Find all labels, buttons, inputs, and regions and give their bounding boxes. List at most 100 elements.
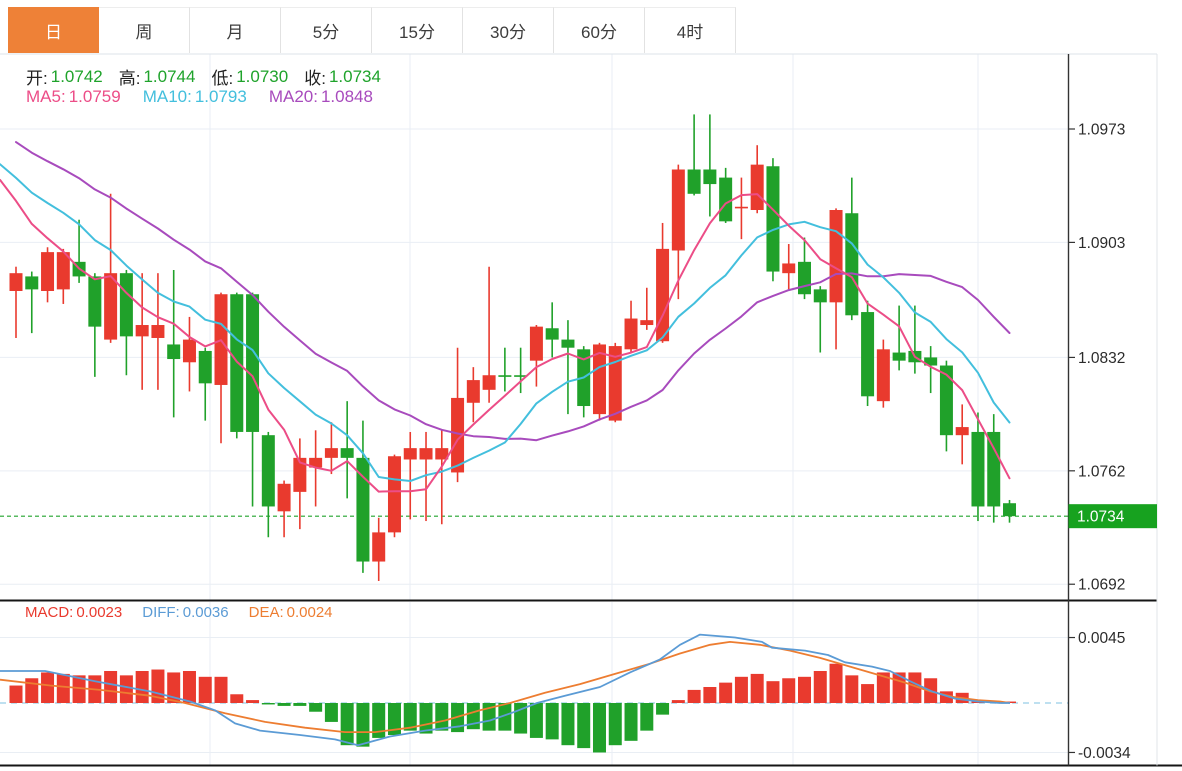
legend-value: 0.0024 <box>286 604 333 621</box>
macd-bar <box>435 703 449 731</box>
candle <box>482 375 496 390</box>
macd-bar <box>624 703 638 741</box>
macd-bar <box>766 681 780 703</box>
macd-bar <box>861 684 875 703</box>
legend-ma-item: MA20: 1.0848 <box>269 87 373 107</box>
candle <box>829 210 843 303</box>
candle <box>387 456 401 533</box>
candle <box>640 320 654 326</box>
candle <box>703 169 717 185</box>
ma-legend: MA5: 1.0759 MA10: 1.0793 MA20: 1.0848 <box>26 87 373 107</box>
candle <box>135 325 149 337</box>
macd-bar <box>309 703 323 712</box>
tab-月[interactable]: 月 <box>190 7 281 53</box>
last-price-marker: 1.0734 <box>1068 504 1157 529</box>
candle <box>435 448 449 460</box>
macd-axis-labels: 0.0045 -0.0034 <box>1068 630 1131 762</box>
candle <box>892 352 906 361</box>
legend-label: DIFF: <box>142 604 180 621</box>
macd-bar <box>324 703 338 722</box>
candle <box>939 365 953 436</box>
candles-layer <box>9 114 1017 581</box>
tab-日[interactable]: 日 <box>8 7 99 53</box>
macd-bar <box>545 703 559 740</box>
tab-15分[interactable]: 15分 <box>372 7 463 53</box>
ohlc-legend: 开: 1.0742 高: 1.0744 低: 1.0730 收: 1.0734 <box>26 64 381 89</box>
macd-bar <box>119 675 133 703</box>
macd-bar <box>592 703 606 753</box>
price-axis-labels: 1.0973 1.0903 1.0832 1.0762 1.0692 <box>1068 122 1125 594</box>
candle <box>924 357 938 366</box>
macd-bar <box>687 689 701 703</box>
candle <box>419 448 433 460</box>
macd-bar <box>908 672 922 703</box>
macd-bar <box>939 691 953 703</box>
candle <box>403 448 417 460</box>
legend-ma-item: MA5: 1.0759 <box>26 87 121 107</box>
legend-value: 0.0023 <box>76 604 123 621</box>
legend-value: 1.0742 <box>50 66 103 86</box>
price-axis-label: 1.0832 <box>1078 350 1125 367</box>
candle <box>608 346 622 421</box>
macd-bar <box>719 682 733 703</box>
macd-bar <box>9 685 23 703</box>
candle <box>845 213 859 316</box>
ma10-line <box>0 163 1011 482</box>
candle <box>25 276 39 290</box>
last-price-marker-box <box>1068 504 1157 529</box>
legend-value: 1.0759 <box>68 87 121 106</box>
tab-5分[interactable]: 5分 <box>281 7 372 53</box>
timeframe-tabbar: 日周月 5分 15分 30分 60分 4时 <box>8 7 736 53</box>
macd-bar <box>387 703 401 736</box>
candle <box>261 435 275 507</box>
candle <box>1003 503 1017 517</box>
candle <box>230 294 244 432</box>
macd-axis-label: 0.0045 <box>1078 630 1125 647</box>
candle <box>309 457 323 468</box>
macd-bar <box>356 703 370 747</box>
candle <box>9 273 23 291</box>
legend-value: 1.0793 <box>194 87 247 106</box>
legend-ohlc-item: 开: 1.0742 <box>26 64 103 89</box>
macd-bar <box>798 676 811 703</box>
macd-bar <box>734 676 748 703</box>
ma5-line <box>0 178 1011 493</box>
macd-legend: MACD: 0.0023 DIFF: 0.0036 DEA: 0.0024 <box>25 604 333 621</box>
macd-bar <box>56 673 70 703</box>
tab-周[interactable]: 周 <box>99 7 190 53</box>
macd-bar <box>829 663 843 703</box>
macd-bar <box>167 672 181 703</box>
tab-4时[interactable]: 4时 <box>645 7 736 53</box>
macd-bar <box>671 700 685 703</box>
price-axis-label: 1.0762 <box>1078 463 1125 480</box>
candle <box>861 312 875 397</box>
macd-bar <box>656 703 670 715</box>
candle <box>151 325 165 338</box>
candle <box>876 349 890 402</box>
tab-60分[interactable]: 60分 <box>554 7 645 53</box>
candle <box>750 164 764 210</box>
macd-bar <box>750 673 764 703</box>
candle <box>656 248 670 342</box>
legend-value: 1.0730 <box>236 66 289 86</box>
candle <box>88 276 102 327</box>
last-price-marker-text: 1.0734 <box>1077 509 1125 526</box>
legend-label: 收: <box>304 69 326 88</box>
candle <box>56 252 70 290</box>
price-axis-label: 1.0692 <box>1078 577 1125 594</box>
candle <box>592 344 606 415</box>
legend-value: 1.0744 <box>143 66 196 86</box>
legend-label: MA20: <box>268 87 318 106</box>
macd-bar <box>182 670 196 703</box>
candle <box>687 169 701 194</box>
legend-label: DEA: <box>248 604 284 621</box>
macd-bar <box>104 670 118 703</box>
macd-bar <box>214 676 228 703</box>
legend-label: MA5: <box>26 87 66 106</box>
tab-30分[interactable]: 30分 <box>463 7 554 53</box>
candle <box>798 261 811 295</box>
candle <box>671 169 685 251</box>
macd-bar <box>277 703 291 706</box>
legend-ohlc-item: 收: 1.0734 <box>304 64 381 89</box>
